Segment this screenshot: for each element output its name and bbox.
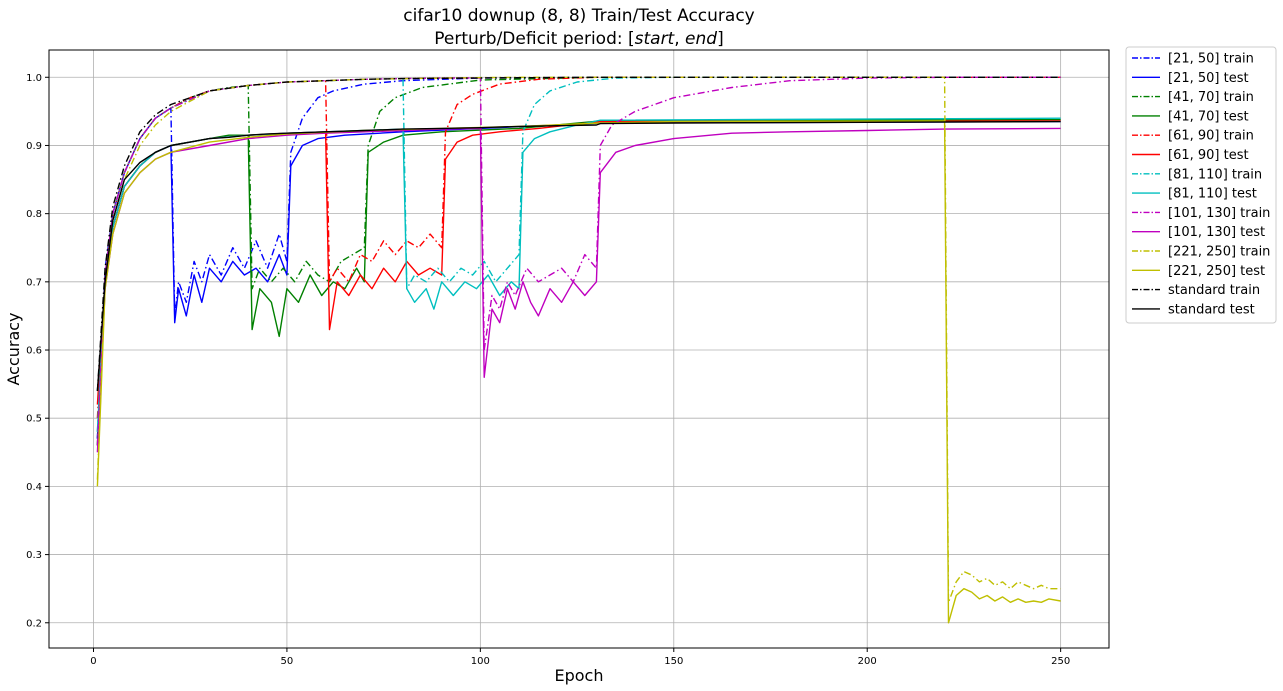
y-axis-label: Accuracy xyxy=(4,312,23,385)
legend-label: standard train xyxy=(1168,283,1260,298)
x-tick-label: 100 xyxy=(471,656,490,667)
grid-lines xyxy=(49,50,1109,648)
y-tick-label: 1.0 xyxy=(26,73,42,84)
series-line xyxy=(96,120,1061,624)
legend-label: [101, 130] test xyxy=(1168,225,1265,240)
series-line xyxy=(96,76,1061,446)
y-tick-label: 0.6 xyxy=(26,346,42,357)
title-line2-suffix: ] xyxy=(717,29,724,49)
x-tick-label: 200 xyxy=(858,656,877,667)
legend-label: [101, 130] train xyxy=(1168,206,1270,221)
legend-label: [21, 50] train xyxy=(1168,52,1254,67)
title-line2-sep: , xyxy=(674,29,685,49)
title-line2-prefix: Perturb/Deficit period: [ xyxy=(434,29,634,49)
y-tick-label: 0.8 xyxy=(26,209,42,220)
legend: [21, 50] train [21, 50] test [41, 70] trai… xyxy=(1125,46,1277,324)
x-axis-label: Epoch xyxy=(555,666,604,685)
legend-label: [21, 50] test xyxy=(1168,71,1249,86)
y-tick-label: 0.2 xyxy=(26,618,42,629)
chart-title-line1: cifar10 downup (8, 8) Train/Test Accurac… xyxy=(403,6,754,26)
legend-label: [221, 250] train xyxy=(1168,245,1270,260)
data-series xyxy=(96,76,1061,624)
series-line xyxy=(96,120,1061,391)
title-line2-start: start xyxy=(635,29,676,49)
legend-box xyxy=(1125,46,1277,324)
title-line2-end: end xyxy=(685,29,717,49)
series-line xyxy=(96,76,1061,603)
legend-label: standard test xyxy=(1168,302,1255,317)
series-line xyxy=(96,76,1061,391)
axis-ticks: 0 50 100 150 200 250 0.2 0.3 0.4 0.5 0.6 0.7 0.8 0.9 1… xyxy=(26,73,1070,667)
legend-label: [41, 70] train xyxy=(1168,90,1254,105)
legend-label: [221, 250] test xyxy=(1168,264,1265,279)
x-tick-label: 150 xyxy=(664,656,683,667)
legend-label: [81, 110] train xyxy=(1168,167,1262,182)
y-tick-label: 0.7 xyxy=(26,277,42,288)
legend-label: [61, 90] train xyxy=(1168,129,1254,144)
x-tick-label: 250 xyxy=(1051,656,1070,667)
legend-label: [81, 110] test xyxy=(1168,187,1257,202)
y-tick-label: 0.4 xyxy=(26,482,42,493)
y-tick-label: 0.3 xyxy=(26,550,42,561)
y-tick-label: 0.9 xyxy=(26,141,42,152)
y-tick-label: 0.5 xyxy=(26,414,42,425)
legend-label: [41, 70] test xyxy=(1168,109,1249,124)
plot-frame xyxy=(48,49,1110,649)
legend-label: [61, 90] test xyxy=(1168,148,1249,163)
x-tick-label: 50 xyxy=(281,656,294,667)
chart-title-line2: Perturb/Deficit period: [start, end] xyxy=(434,29,723,49)
x-tick-label: 0 xyxy=(90,656,96,667)
